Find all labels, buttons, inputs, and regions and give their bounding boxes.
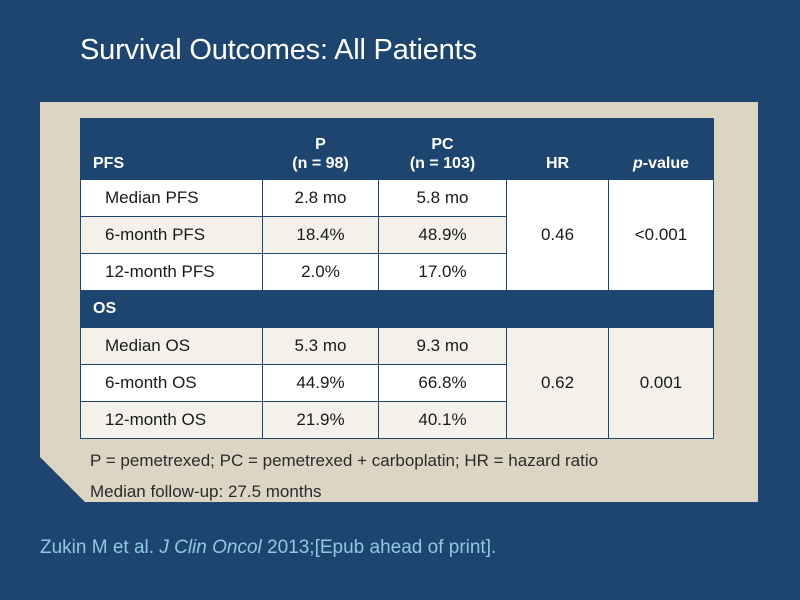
header-pc: PC (n = 103) bbox=[379, 119, 507, 180]
header-pc-name: PC bbox=[431, 136, 454, 153]
header-pfs: PFS bbox=[81, 119, 263, 180]
pfs-pvalue-cell: <0.001 bbox=[609, 180, 714, 291]
pc-value-cell: 9.3 mo bbox=[379, 328, 507, 365]
row-label: Median PFS bbox=[81, 180, 263, 217]
row-label: 6-month OS bbox=[81, 365, 263, 402]
pc-value-cell: 5.8 mo bbox=[379, 180, 507, 217]
p-value-cell: 44.9% bbox=[263, 365, 379, 402]
p-value-cell: 18.4% bbox=[263, 217, 379, 254]
table-row: 12-month PFS 2.0% 17.0% bbox=[81, 254, 714, 291]
table-row: Median OS 5.3 mo 9.3 mo 0.62 0.001 bbox=[81, 328, 714, 365]
citation-details: 2013;[Epub ahead of print]. bbox=[267, 537, 497, 558]
citation-journal: J Clin Oncol bbox=[159, 537, 262, 558]
row-label: 12-month OS bbox=[81, 402, 263, 439]
followup-note: Median follow-up: 27.5 months bbox=[90, 482, 322, 501]
citation: Zukin M et al. J Clin Oncol 2013;[Epub a… bbox=[40, 537, 496, 559]
row-label: 6-month PFS bbox=[81, 217, 263, 254]
p-value-cell: 5.3 mo bbox=[263, 328, 379, 365]
section-empty-cell bbox=[263, 291, 379, 328]
os-pvalue-cell: 0.001 bbox=[609, 328, 714, 439]
section-empty-cell bbox=[609, 291, 714, 328]
section-empty-cell bbox=[507, 291, 609, 328]
table-header-row: PFS P (n = 98) PC (n = 103) HR p-value bbox=[81, 119, 714, 180]
p-value-cell: 2.8 mo bbox=[263, 180, 379, 217]
pc-value-cell: 48.9% bbox=[379, 217, 507, 254]
header-pvalue: p-value bbox=[609, 119, 714, 180]
header-p-n: (n = 98) bbox=[292, 155, 349, 172]
pc-value-cell: 17.0% bbox=[379, 254, 507, 291]
row-label: 12-month PFS bbox=[81, 254, 263, 291]
header-p-name: P bbox=[315, 136, 326, 153]
table-row: 12-month OS 21.9% 40.1% bbox=[81, 402, 714, 439]
table-row: Median PFS 2.8 mo 5.8 mo 0.46 <0.001 bbox=[81, 180, 714, 217]
pc-value-cell: 66.8% bbox=[379, 365, 507, 402]
p-value-cell: 21.9% bbox=[263, 402, 379, 439]
table-row: 6-month OS 44.9% 66.8% bbox=[81, 365, 714, 402]
footnotes: P = pemetrexed; PC = pemetrexed + carbop… bbox=[90, 445, 598, 507]
os-section-label: OS bbox=[81, 291, 263, 328]
content-panel: PFS P (n = 98) PC (n = 103) HR p-value M… bbox=[40, 102, 758, 502]
row-label: Median OS bbox=[81, 328, 263, 365]
os-section-row: OS bbox=[81, 291, 714, 328]
section-empty-cell bbox=[379, 291, 507, 328]
pc-value-cell: 40.1% bbox=[379, 402, 507, 439]
table-row: 6-month PFS 18.4% 48.9% bbox=[81, 217, 714, 254]
header-hr: HR bbox=[507, 119, 609, 180]
header-pc-n: (n = 103) bbox=[409, 155, 476, 172]
header-pvalue-italic: p bbox=[632, 155, 643, 172]
pfs-hr-cell: 0.46 bbox=[507, 180, 609, 291]
header-pvalue-rest: -value bbox=[642, 155, 690, 172]
os-hr-cell: 0.62 bbox=[507, 328, 609, 439]
header-p: P (n = 98) bbox=[263, 119, 379, 180]
slide-title: Survival Outcomes: All Patients bbox=[80, 34, 477, 66]
p-value-cell: 2.0% bbox=[263, 254, 379, 291]
citation-authors: Zukin M et al. bbox=[40, 537, 155, 558]
survival-outcomes-table: PFS P (n = 98) PC (n = 103) HR p-value M… bbox=[80, 118, 714, 439]
abbreviations-note: P = pemetrexed; PC = pemetrexed + carbop… bbox=[90, 451, 599, 470]
